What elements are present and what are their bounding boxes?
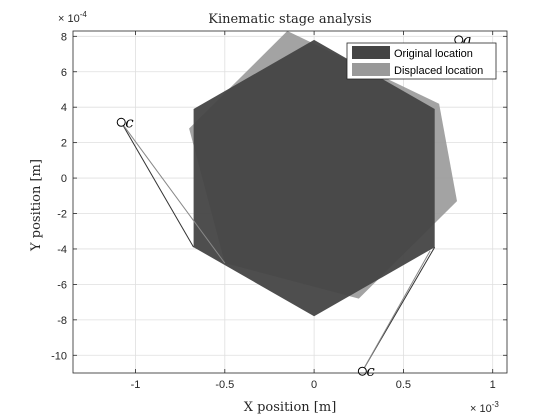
anchor-label: a	[463, 31, 472, 49]
legend-swatch-original	[352, 46, 390, 59]
y-tick-label: 8	[61, 31, 67, 43]
anchor-label: c	[366, 362, 375, 380]
x-exponent-base: × 10	[470, 403, 492, 415]
link-line	[120, 121, 226, 264]
x-exponent-label: × 10-3	[470, 400, 499, 415]
y-tick-label: -10	[51, 350, 67, 362]
x-tick-label: 0.5	[396, 379, 411, 391]
y-tick-label: -8	[57, 315, 67, 327]
y-tick-label: -6	[57, 279, 67, 291]
y-tick-label: 6	[61, 67, 67, 79]
svg-text:× 10-3: × 10-3	[470, 400, 499, 415]
legend-label-original: Original location	[394, 48, 473, 60]
original-location-polygon	[193, 39, 435, 317]
svg-text:× 10-4: × 10-4	[58, 10, 87, 25]
x-exponent-power: -3	[492, 400, 500, 409]
anchor-label: c	[125, 113, 134, 131]
x-axis-label: X position [m]	[244, 400, 337, 415]
x-tick-label: 1	[490, 379, 496, 391]
y-tick-label: 2	[61, 138, 67, 150]
plot-area: a c c	[73, 31, 507, 380]
axes-box	[72, 30, 508, 374]
y-axis-label: Y position [m]	[29, 159, 44, 252]
y-tick-label: 0	[61, 173, 67, 185]
legend-label-displaced: Displaced location	[394, 65, 483, 77]
axes: -1 -0.5 0 0.5 1 -10 -8 -6 -4 -2 0 2 4 6 8	[51, 30, 508, 391]
chart-title: Kinematic stage analysis	[208, 12, 371, 27]
anchor-point	[116, 117, 126, 127]
legend: Original location Displaced location	[346, 42, 497, 80]
y-tick-label: -2	[57, 209, 67, 221]
y-exponent-power: -4	[80, 10, 88, 19]
anchor-point	[357, 366, 367, 376]
x-tick-label: -0.5	[215, 379, 234, 391]
y-exponent-base: × 10	[58, 13, 80, 25]
x-tick-label: -1	[131, 379, 141, 391]
link-line	[120, 122, 194, 248]
y-exponent-label: × 10-4	[58, 10, 87, 25]
x-tick-label: 0	[311, 379, 317, 391]
y-tick-label: -4	[57, 244, 67, 256]
link-line	[361, 250, 431, 372]
legend-swatch-displaced	[352, 63, 390, 76]
y-tick-label: 4	[61, 102, 67, 114]
